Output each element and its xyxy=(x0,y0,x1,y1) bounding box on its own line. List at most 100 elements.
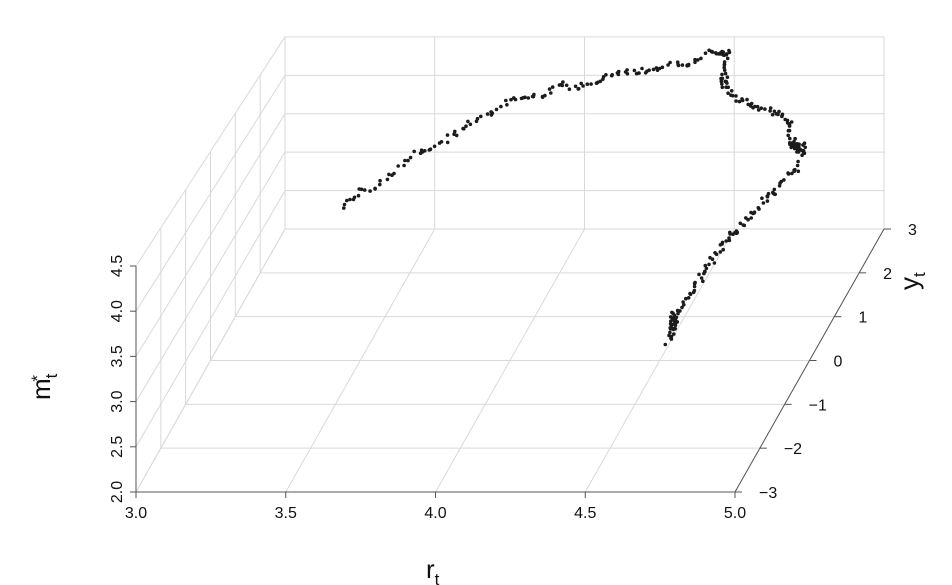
data-point xyxy=(663,342,668,347)
data-point xyxy=(521,95,526,100)
data-point xyxy=(676,63,681,68)
data-point xyxy=(768,109,772,113)
data-point xyxy=(362,188,367,192)
data-point xyxy=(740,98,745,103)
data-point xyxy=(693,60,697,65)
axes-layer: 3.0 3.5 4.0 4.5 5.0 −3 −2 −1 0 1 2 3 2.0 2.5 3.0 3.5 4.0… xyxy=(109,222,917,522)
data-point xyxy=(771,190,775,195)
data-point xyxy=(576,87,580,91)
data-point xyxy=(733,230,737,235)
data-point xyxy=(729,93,733,97)
data-point xyxy=(756,108,761,112)
data-point xyxy=(668,326,672,330)
data-point xyxy=(768,106,773,110)
data-point xyxy=(793,167,797,172)
data-point xyxy=(671,317,676,322)
data-point xyxy=(722,62,727,67)
data-point xyxy=(676,311,680,316)
data-point xyxy=(723,71,728,76)
data-point xyxy=(693,280,697,285)
data-point xyxy=(703,51,708,55)
data-point xyxy=(701,279,705,284)
data-point xyxy=(744,216,748,220)
z-tick-label: 3.0 xyxy=(109,390,126,412)
data-point xyxy=(485,112,490,116)
data-point xyxy=(604,73,608,77)
data-point xyxy=(787,128,792,133)
data-point xyxy=(720,49,724,54)
data-point xyxy=(722,68,727,72)
data-point xyxy=(378,182,382,187)
data-point xyxy=(756,206,761,210)
data-point xyxy=(672,332,676,336)
data-point xyxy=(509,97,513,102)
data-point xyxy=(579,81,583,86)
left-wall-grid-z-line xyxy=(135,36,286,267)
data-point xyxy=(737,99,742,104)
data-point xyxy=(720,76,725,81)
data-point xyxy=(610,73,614,77)
data-point xyxy=(499,104,503,109)
left-wall-grid-z-line xyxy=(135,228,286,493)
data-point xyxy=(684,296,688,301)
left-wall-grid-z-line xyxy=(135,190,286,448)
data-point xyxy=(432,144,437,149)
y-axis-title: yt xyxy=(894,272,929,290)
data-point xyxy=(707,262,711,267)
x-tick-label: 3.5 xyxy=(275,505,297,522)
data-point xyxy=(728,232,732,236)
x-axis-title: rt xyxy=(426,554,440,585)
data-point xyxy=(753,104,757,109)
y-tick-label: −3 xyxy=(759,485,777,502)
left-wall-grid-z-line xyxy=(135,75,286,312)
x-tick-label: 4.5 xyxy=(574,505,596,522)
data-point xyxy=(741,223,745,227)
data-point xyxy=(543,93,547,98)
data-point xyxy=(594,81,599,85)
data-point xyxy=(453,129,457,134)
data-point xyxy=(589,82,593,86)
data-point xyxy=(359,187,364,192)
data-point xyxy=(635,71,639,76)
data-point xyxy=(729,89,734,93)
data-point xyxy=(788,136,792,141)
data-point xyxy=(708,255,712,260)
data-point xyxy=(718,243,723,247)
y-tick-label: −2 xyxy=(784,441,802,458)
data-point xyxy=(724,52,729,57)
y-tick-label: 0 xyxy=(834,354,843,371)
z-axis-title: mt* xyxy=(26,373,61,400)
data-point xyxy=(712,261,717,265)
data-point xyxy=(746,102,750,107)
data-point xyxy=(699,56,703,61)
data-point xyxy=(704,266,709,271)
data-point xyxy=(439,140,444,144)
data-point xyxy=(703,263,708,268)
data-point xyxy=(408,155,413,160)
z-tick-label: 2.0 xyxy=(109,481,126,503)
data-point xyxy=(793,136,797,141)
data-point xyxy=(651,67,656,72)
data-point xyxy=(666,63,670,67)
data-point xyxy=(787,124,792,128)
data-point xyxy=(720,85,725,90)
data-point xyxy=(765,199,770,203)
data-point xyxy=(640,66,644,71)
data-point xyxy=(560,83,565,88)
data-point xyxy=(345,198,349,203)
data-point xyxy=(772,187,777,192)
data-point xyxy=(772,109,777,114)
data-point xyxy=(373,186,377,191)
data-point xyxy=(714,252,719,257)
data-point xyxy=(625,68,629,72)
data-point xyxy=(680,305,684,310)
left-wall-grid-z-line xyxy=(135,151,286,402)
data-point xyxy=(776,112,780,117)
data-point xyxy=(396,164,401,168)
data-point xyxy=(479,114,483,119)
data-point xyxy=(786,171,790,175)
data-point xyxy=(668,330,672,335)
data-point xyxy=(800,153,804,157)
data-point xyxy=(654,66,659,70)
data-point xyxy=(445,133,450,137)
